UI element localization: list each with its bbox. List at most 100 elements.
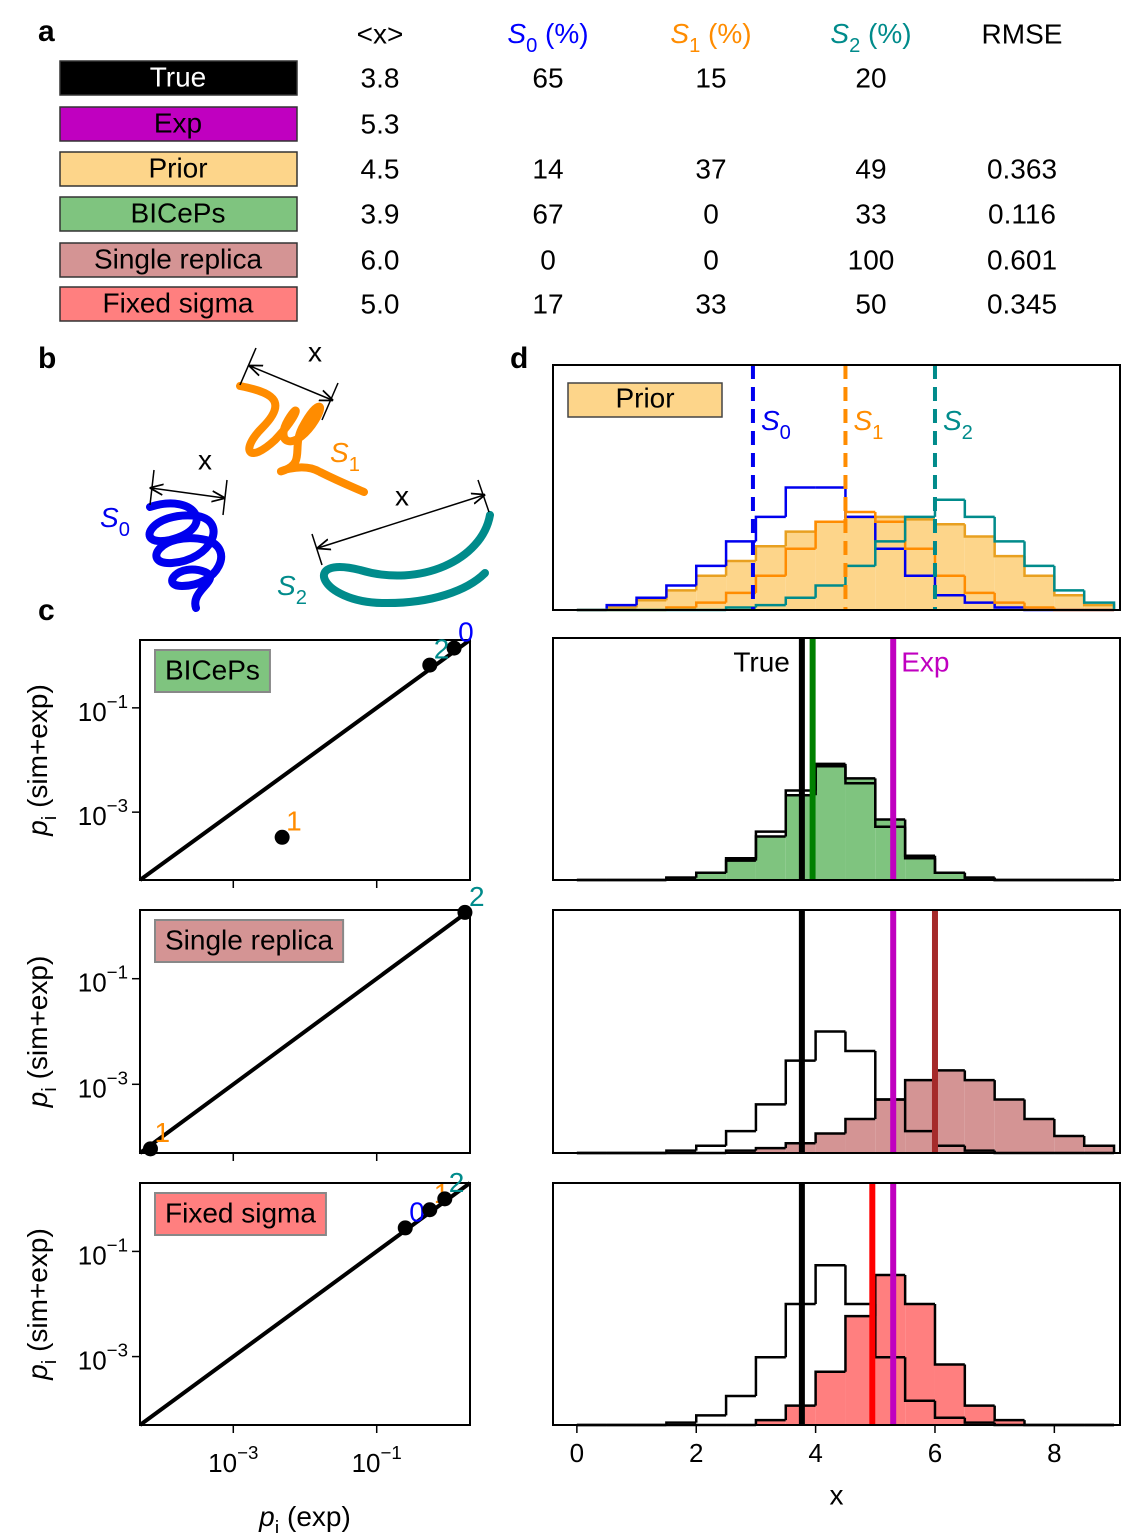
x-tick-label: 10−3 [208,1442,258,1477]
state-label-part: S [277,570,296,601]
row-label-box [59,196,298,232]
table-header-part: S [830,18,849,49]
histogram-plot [576,1030,1116,1155]
x-tick-label: 8 [1047,1438,1061,1468]
histogram-step [784,1142,816,1149]
histogram-step [635,596,667,606]
histogram-step [784,547,816,576]
histogram-bar [755,836,786,880]
x-tick-label: 6 [928,1438,942,1468]
histogram-step [993,1405,1025,1422]
histogram-bar [1024,1118,1055,1153]
y-tick-label: 10−1 [78,962,128,997]
histogram-step [784,1302,816,1358]
length-markers [150,347,490,566]
histogram-bar [934,872,965,880]
histogram-bar [815,763,846,880]
table-header: <x> [357,18,404,49]
y-tick-label-part: −3 [107,1340,128,1361]
histogram-bar [845,1118,876,1153]
histogram-step [754,515,786,542]
axes-frame [552,637,1121,881]
histogram-step [1023,541,1055,568]
panel-label: a [38,15,55,48]
row-label-box [59,151,298,187]
histogram-bar [666,590,697,610]
data-point [422,657,438,673]
state-label: S1 [330,437,360,476]
table-header-part: (%) [700,18,751,49]
histogram-step [724,591,756,603]
y-axis-label: pi (sim+exp) [22,684,61,837]
panel-label: d [510,342,528,375]
row-label: Single replica [94,243,263,274]
row-label: Prior [148,152,207,183]
table-cell: 33 [695,288,726,319]
histogram-step [963,595,995,604]
table-cell: 0.345 [987,288,1057,319]
histogram-step [963,1070,995,1082]
length-label: x [308,336,322,367]
axes-frame [552,364,1121,611]
histogram-step [754,574,786,593]
table-cell: 14 [532,153,563,184]
row-label-box [59,106,298,142]
state-label-part: S [330,437,349,468]
y-axis-label: pi (sim+exp) [22,1228,61,1381]
row-label: True [150,61,207,92]
data-point [446,640,462,656]
x-tick-label: 2 [689,1438,703,1468]
row-label-box [59,60,298,96]
state-label-part: 0 [119,519,130,541]
histogram-bar [636,600,667,610]
histogram-step [933,519,965,526]
histogram-step [844,1314,876,1372]
histogram-step [903,826,935,860]
table-header: RMSE [982,18,1063,49]
histogram-step [1053,565,1085,592]
legend-label: Fixed sigma [165,1197,316,1228]
histogram-step [724,540,756,566]
legend-label: Prior [615,382,674,413]
histogram-plot [576,762,1115,882]
x-axis-label: pi (exp) [258,1501,351,1533]
histogram-step [1023,1099,1055,1121]
y-axis-label-part: i [39,1087,61,1091]
y-axis-label-part: i [39,1360,61,1364]
data-point [422,1202,438,1218]
length-label: x [198,444,212,475]
histogram-bar [905,519,935,610]
y-tick-label-part: 10 [78,801,107,831]
panel-label: b [38,342,56,375]
data-point [142,1141,158,1157]
histogram-bar [905,855,935,880]
histogram-step [963,499,995,519]
histogram-step [694,871,727,878]
histogram-step [933,855,965,874]
table-cell: 0.363 [987,153,1057,184]
histogram-bar [845,778,876,880]
histogram-step [754,1103,786,1132]
table-header: S1 (%) [670,18,751,57]
histogram-step [724,856,756,873]
y-tick-label: 10−3 [78,1068,128,1103]
histogram-step [844,1031,876,1053]
table-cell: 65 [532,62,563,93]
table-header-part: S [670,18,689,49]
table-cell: 6.0 [361,244,400,275]
histogram-plot [576,1264,1115,1427]
histogram-step [694,564,727,586]
y-tick-label: 10−1 [78,691,128,726]
histogram-bar [875,516,906,610]
table-cell: 17 [532,288,563,319]
point-label: 2 [449,1167,465,1198]
x-tick-label: 10−1 [352,1442,402,1477]
histogram-step [754,1355,786,1396]
x-tick-label-part: −3 [237,1442,258,1463]
histogram-step [1053,1118,1085,1138]
length-tick [311,533,323,566]
histogram-step [724,1129,756,1146]
vertical-line-label: True [733,646,790,677]
histogram-bar [696,872,727,880]
